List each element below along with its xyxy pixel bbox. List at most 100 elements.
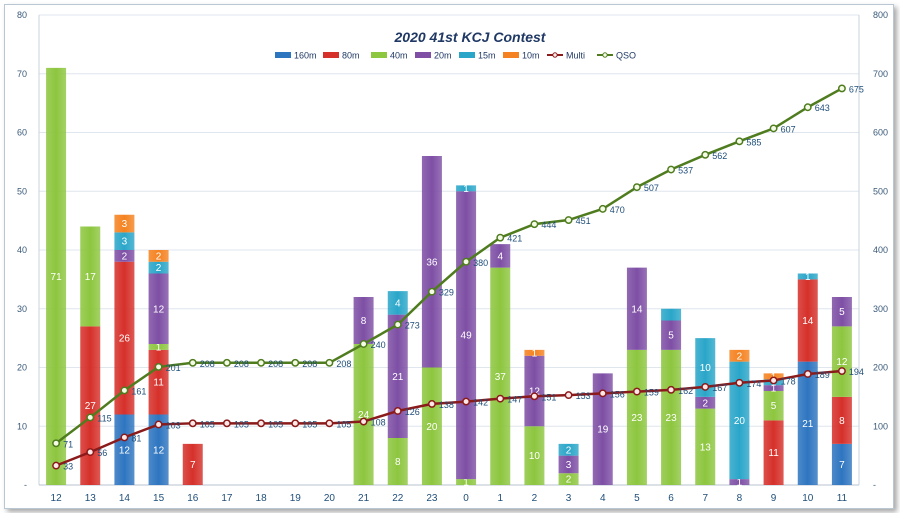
bar-segment-40m bbox=[490, 267, 511, 485]
bar-segment-label: 8 bbox=[839, 416, 845, 427]
legend-marker bbox=[552, 52, 558, 58]
legend-marker bbox=[602, 52, 608, 58]
x-tick-label: 22 bbox=[392, 493, 404, 504]
x-tick-label: 2 bbox=[532, 493, 538, 504]
x-tick-label: 7 bbox=[702, 493, 708, 504]
bar-segment-15m bbox=[148, 261, 169, 274]
bar-segment-80m bbox=[831, 396, 852, 444]
data-label-Multi: 81 bbox=[131, 433, 141, 443]
marker-Multi bbox=[701, 382, 710, 391]
y-left-tick-label: - bbox=[24, 480, 27, 490]
bar-segment-label: 13 bbox=[700, 442, 712, 453]
data-label-Multi: 159 bbox=[644, 388, 659, 398]
y-right-tick-label: 300 bbox=[873, 304, 888, 314]
bar-segment-label: 12 bbox=[836, 357, 848, 368]
bar-segment-40m bbox=[763, 391, 784, 421]
bar-segment-label: 71 bbox=[51, 272, 63, 283]
bar-segment-40m bbox=[626, 349, 647, 485]
bar-segment-20m bbox=[626, 267, 647, 350]
marker-QSO bbox=[667, 165, 676, 174]
data-label-QSO: 470 bbox=[610, 205, 625, 215]
chart-title: 2020 41st KCJ Contest bbox=[394, 29, 547, 45]
legend-swatch bbox=[371, 52, 387, 58]
bar-segment-40m bbox=[421, 367, 442, 485]
bar-segment-label: 36 bbox=[426, 257, 438, 268]
bar-segment-label: 4 bbox=[497, 251, 503, 262]
bar-segment-label: 1 bbox=[771, 384, 777, 395]
marker-QSO bbox=[462, 257, 471, 266]
marker-QSO bbox=[188, 358, 197, 367]
bar-segment-40m bbox=[661, 349, 682, 485]
data-label-QSO: 444 bbox=[541, 220, 556, 230]
bar-segment-label: 11 bbox=[153, 378, 164, 389]
bar-segment-20m bbox=[592, 373, 613, 485]
bar-segment-15m bbox=[729, 361, 750, 480]
data-label-Multi: 174 bbox=[746, 379, 761, 389]
bar-segment-160m bbox=[831, 443, 852, 485]
x-tick-label: 1 bbox=[497, 493, 503, 504]
bar-segment-15m bbox=[661, 308, 682, 321]
data-label-Multi: 153 bbox=[576, 391, 591, 401]
bar-segment-label: 7 bbox=[190, 460, 196, 471]
bar-segment-20m bbox=[353, 297, 374, 344]
marker-QSO bbox=[769, 124, 778, 133]
bar-segment-40m bbox=[353, 344, 374, 485]
data-label-Multi: 108 bbox=[371, 418, 386, 428]
bar-segment-20m bbox=[695, 396, 716, 409]
bar-segment-160m bbox=[114, 414, 135, 485]
x-tick-label: 20 bbox=[324, 493, 336, 504]
bar-segment-80m bbox=[182, 443, 203, 485]
marker-QSO bbox=[427, 287, 436, 296]
data-label-QSO: 71 bbox=[63, 439, 73, 449]
bar-segment-40m bbox=[456, 479, 477, 485]
x-tick-label: 17 bbox=[221, 493, 233, 504]
legend-swatch bbox=[415, 52, 431, 58]
bar-segment-label: 26 bbox=[119, 334, 131, 345]
bar-segment-label: 5 bbox=[839, 307, 845, 318]
x-tick-label: 4 bbox=[600, 493, 606, 504]
data-label-QSO: 208 bbox=[336, 359, 351, 369]
marker-Multi bbox=[564, 391, 573, 400]
bar-segment-label: 5 bbox=[771, 401, 777, 412]
data-label-Multi: 105 bbox=[234, 419, 249, 429]
legend-label: QSO bbox=[616, 51, 636, 61]
y-left-tick-label: 20 bbox=[17, 363, 27, 373]
bar-segment-20m bbox=[763, 385, 784, 391]
data-label-Multi: 105 bbox=[336, 419, 351, 429]
data-label-QSO: 273 bbox=[405, 321, 420, 331]
legend-label: 80m bbox=[342, 51, 360, 61]
bar-segment-label: 1 bbox=[156, 342, 162, 353]
data-label-Multi: 33 bbox=[63, 462, 73, 472]
legend-label: Multi bbox=[566, 51, 585, 61]
bar-segment-label: 2 bbox=[156, 263, 162, 274]
bar-segment-80m bbox=[114, 261, 135, 415]
marker-QSO bbox=[325, 358, 334, 367]
x-tick-label: 3 bbox=[566, 493, 572, 504]
y-left-tick-label: 10 bbox=[17, 421, 27, 431]
data-label-QSO: 585 bbox=[746, 137, 761, 147]
y-left-tick-label: 30 bbox=[17, 304, 27, 314]
marker-Multi bbox=[530, 392, 539, 401]
x-tick-label: 11 bbox=[837, 493, 848, 504]
marker-QSO bbox=[257, 358, 266, 367]
data-label-QSO: 208 bbox=[268, 359, 283, 369]
legend-label: 10m bbox=[522, 51, 540, 61]
bar-segment-label: 4 bbox=[395, 298, 401, 309]
bar-segment-40m bbox=[148, 344, 169, 350]
data-label-QSO: 607 bbox=[781, 124, 796, 134]
data-label-QSO: 507 bbox=[644, 183, 659, 193]
line-Multi bbox=[55, 369, 843, 467]
y-right-tick-label: 800 bbox=[873, 10, 888, 20]
marker-QSO bbox=[496, 233, 505, 242]
bar-segment-label: 12 bbox=[529, 387, 541, 398]
marker-QSO bbox=[52, 439, 61, 448]
legend-swatch bbox=[459, 52, 475, 58]
bar-segment-20m bbox=[456, 191, 477, 480]
bar-segment-label: 12 bbox=[153, 445, 165, 456]
data-label-QSO: 329 bbox=[439, 288, 454, 298]
bar-segment-label: 1 bbox=[463, 478, 469, 489]
data-label-Multi: 103 bbox=[166, 420, 181, 430]
